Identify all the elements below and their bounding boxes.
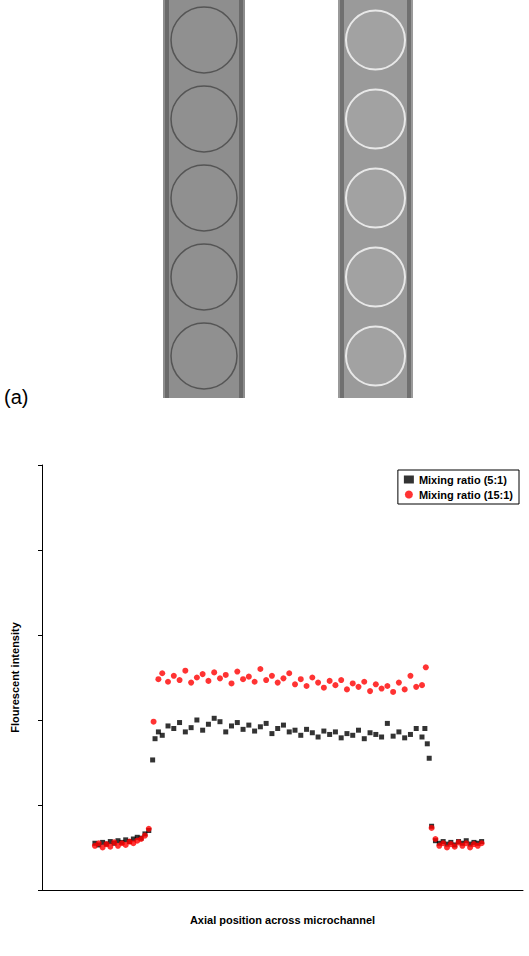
svg-text:Mixing ratio (15:1): Mixing ratio (15:1) (419, 489, 513, 501)
svg-text:Mixing ratio (5:1): Mixing ratio (5:1) (419, 474, 507, 486)
svg-text:Flourescent intensity: Flourescent intensity (9, 621, 21, 733)
svg-text:(a): (a) (4, 386, 28, 408)
svg-text:Axial position across microcha: Axial position across microchannel (190, 914, 375, 926)
